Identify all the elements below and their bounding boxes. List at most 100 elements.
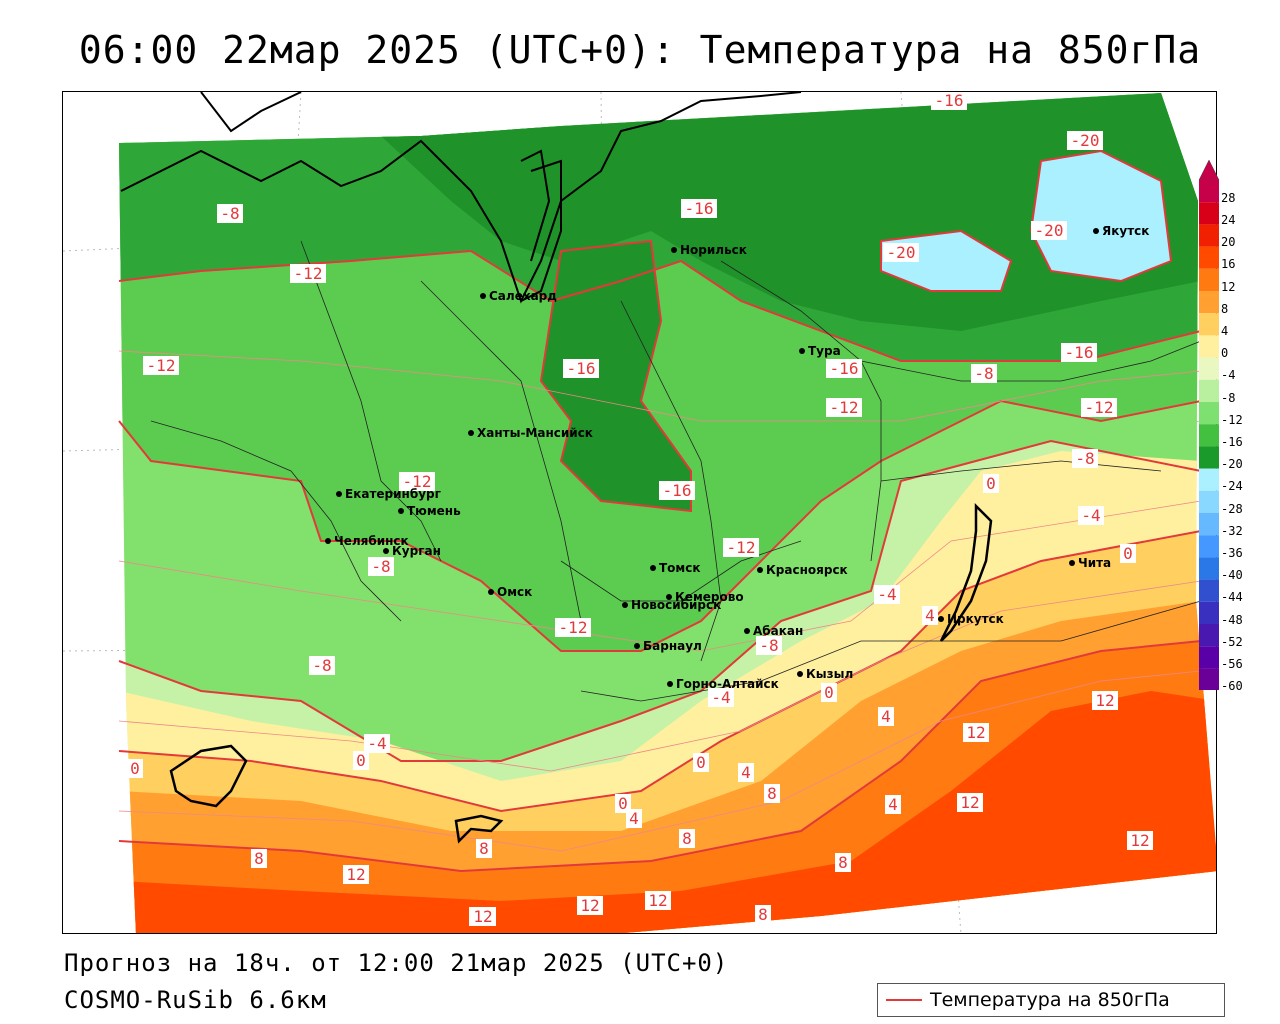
isotherm-label: -12: [294, 264, 323, 283]
isotherm-label-bg: [755, 905, 771, 924]
city-label: Екатеринбург: [345, 487, 441, 501]
isotherm-label-bg: [963, 723, 989, 742]
colorbar-swatch: [1199, 202, 1219, 225]
isotherm-label: -4: [367, 734, 386, 753]
isotherm-label-bg: [476, 839, 492, 858]
colorbar-tick-label: -36: [1221, 545, 1243, 560]
isotherm-label: -16: [685, 199, 714, 218]
isotherm-label-bg: [563, 359, 599, 378]
colorbar-tick-label: 12: [1221, 279, 1236, 294]
isotherm-label-bg: [577, 896, 603, 915]
isotherm-label-bg: [1081, 398, 1117, 417]
isotherm-label: 8: [838, 853, 848, 872]
isotherm-label-bg: [835, 853, 851, 872]
isotherm-label: 8: [767, 784, 777, 803]
isotherm-label: -12: [559, 618, 588, 637]
colorbar-tick-label: -60: [1221, 679, 1243, 694]
city-label: Кемерово: [675, 590, 744, 604]
colorbar-swatch: [1199, 468, 1219, 491]
isotherm-label: -4: [711, 688, 730, 707]
isotherm-label: -8: [371, 557, 390, 576]
colorbar-swatch: [1199, 668, 1219, 691]
colorbar-swatch: [1199, 379, 1219, 402]
city-marker: [667, 681, 673, 687]
isotherm-label: -16: [663, 481, 692, 500]
isotherm-label-bg: [764, 784, 780, 803]
city-group: Норильск Якутск Салехард Тура Ханты-Мансийск…: [325, 224, 1149, 691]
isotherm-label-bg: [1031, 221, 1067, 240]
model-info: COSMO-RuSib 6.6км: [64, 986, 327, 1014]
isotherm-label: -8: [759, 636, 778, 655]
isotherm-label-group: -16 -20 -16 -20 -20 -8 -12 -16 -16 -12 -16 -12 -8 -12…: [127, 92, 1153, 926]
isotherm-label: 4: [881, 707, 891, 726]
isotherm-label-bg: [368, 557, 394, 576]
map-canvas: -16 -20 -16 -20 -20 -8 -12 -16 -16 -12 -16 -12 -8 -12…: [63, 92, 1216, 933]
city-label: Горно-Алтайск: [676, 677, 779, 691]
colorbar-tick-label: 8: [1221, 301, 1229, 316]
city-marker: [1069, 560, 1075, 566]
isotherm-label-bg: [309, 656, 335, 675]
colorbar-swatch: [1199, 513, 1219, 536]
city-marker: [634, 643, 640, 649]
isotherm-label: -4: [877, 585, 896, 604]
isotherm-label-bg: [693, 753, 709, 772]
colorbar-swatch: [1199, 535, 1219, 558]
colorbar-swatch: [1199, 180, 1219, 203]
isotherm-label-bg: [470, 907, 496, 926]
map-title: 06:00 22мар 2025 (UTC+0): Температура на…: [78, 28, 1202, 72]
isotherm-label: -16: [567, 359, 596, 378]
city-marker: [468, 430, 474, 436]
colorbar-tick-label: -56: [1221, 656, 1243, 671]
city-marker: [650, 565, 656, 571]
colorbar-swatch: [1199, 268, 1219, 291]
colorbar-swatch: [1199, 246, 1219, 269]
isotherm-label: 12: [346, 865, 365, 884]
isotherm-label: -4: [1081, 506, 1100, 525]
city-label: Якутск: [1102, 224, 1149, 238]
isotherm-label: -20: [1035, 221, 1064, 240]
city-marker: [671, 247, 677, 253]
isotherm-label: -12: [1085, 398, 1114, 417]
isotherm-label-bg: [1092, 691, 1118, 710]
isotherm-label: -16: [1065, 343, 1094, 362]
city-label: Иркутск: [947, 612, 1004, 626]
colorbar-tick-label: -12: [1221, 412, 1243, 427]
isotherm-label-bg: [353, 751, 369, 770]
isotherm-label-bg: [217, 204, 243, 223]
colorbar-tick-label: -4: [1221, 368, 1236, 383]
colorbar-swatch: [1199, 424, 1219, 447]
isotherm-label-bg: [883, 243, 919, 262]
isotherm-label-bg: [971, 364, 997, 383]
colorbar-swatch: [1199, 402, 1219, 425]
isotherm-label-bg: [251, 849, 267, 868]
isotherm-label: 8: [758, 905, 768, 924]
colorbar-swatch: [1199, 335, 1219, 358]
isotherm-label: 0: [986, 474, 996, 493]
isotherm-label-bg: [659, 481, 695, 500]
colorbar-tick-label: -40: [1221, 568, 1243, 583]
colorbar-swatch: [1199, 557, 1219, 580]
isotherm-label-bg: [878, 707, 894, 726]
city-marker: [622, 602, 628, 608]
isotherm-label-bg: [756, 636, 782, 655]
city-label: Курган: [392, 544, 441, 558]
colorbar-tick-label: -48: [1221, 612, 1243, 627]
city-marker: [757, 567, 763, 573]
colorbar-swatch: [1199, 224, 1219, 247]
isotherm-label: 8: [254, 849, 264, 868]
colorbar-tick-label: -52: [1221, 634, 1243, 649]
isotherm-label: -16: [935, 92, 964, 110]
colorbar-swatch: [1199, 313, 1219, 336]
isotherm-label: 0: [356, 751, 366, 770]
legend: Температура на 850гПа: [877, 983, 1225, 1017]
isotherm-label: 12: [966, 723, 985, 742]
isotherm-label: -8: [1075, 449, 1094, 468]
city-label: Норильск: [680, 243, 747, 257]
colorbar-swatch: [1199, 646, 1219, 669]
colorbar-swatch: [1199, 291, 1219, 314]
isotherm-label: -12: [403, 472, 432, 491]
city-label: Красноярск: [766, 563, 848, 577]
city-label: Челябинск: [334, 534, 409, 548]
city-marker: [488, 589, 494, 595]
temperature-field: [119, 93, 1216, 933]
